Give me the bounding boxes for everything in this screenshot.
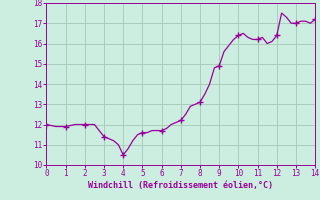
X-axis label: Windchill (Refroidissement éolien,°C): Windchill (Refroidissement éolien,°C) [88, 181, 273, 190]
